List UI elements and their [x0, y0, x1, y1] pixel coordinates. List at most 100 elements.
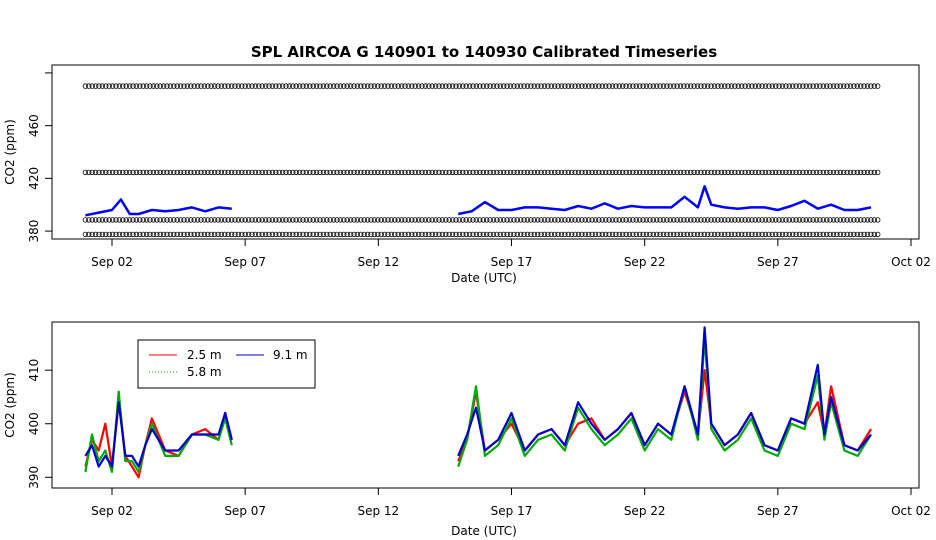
top-reference-marker	[640, 231, 646, 238]
top-reference-marker	[317, 231, 323, 238]
top-reference-marker	[279, 217, 286, 223]
top-reference-marker	[834, 83, 840, 89]
top-reference-marker	[266, 83, 272, 89]
top-reference-marker	[749, 231, 755, 238]
top-reference-marker	[677, 231, 684, 238]
top-reference-marker	[103, 83, 109, 89]
top-reference-marker	[514, 169, 520, 176]
top-reference-marker	[256, 231, 262, 238]
top-reference-marker	[358, 217, 364, 223]
top-reference-marker	[538, 231, 544, 238]
top-reference-marker	[337, 169, 344, 176]
top-reference-marker	[133, 231, 140, 238]
top-reference-marker	[596, 169, 602, 176]
top-reference-marker	[443, 217, 449, 223]
top-reference-marker	[262, 217, 269, 223]
top-reference-marker	[218, 169, 225, 176]
top-reference-marker	[684, 169, 690, 176]
top-reference-marker	[160, 217, 167, 223]
top-reference-marker	[337, 231, 344, 238]
top-reference-marker	[130, 169, 136, 176]
legend-label-5-8m: 5.8 m	[187, 365, 222, 379]
top-series-line	[457, 185, 872, 216]
top-reference-marker	[130, 217, 136, 223]
top-reference-marker	[252, 217, 259, 223]
top-reference-marker	[579, 83, 585, 89]
top-reference-marker	[235, 217, 242, 223]
top-reference-marker	[528, 83, 534, 89]
top-reference-marker	[609, 217, 616, 223]
top-reference-marker	[521, 217, 527, 223]
top-reference-marker	[582, 231, 588, 238]
bottom-y-axis-label: CO2 (ppm)	[3, 372, 17, 438]
legend-box	[137, 339, 316, 389]
top-reference-marker	[759, 83, 765, 89]
top-reference-marker	[603, 217, 609, 223]
top-x-tick-label: Sep 07	[224, 255, 266, 269]
top-reference-marker	[109, 231, 116, 238]
top-reference-marker	[657, 217, 663, 223]
top-reference-marker	[545, 231, 551, 238]
top-reference-marker	[786, 83, 792, 89]
top-reference-marker	[647, 83, 653, 89]
bottom-x-tick-label: Sep 17	[491, 504, 533, 518]
top-reference-marker	[218, 83, 225, 89]
top-reference-marker	[871, 83, 877, 89]
top-reference-marker	[310, 231, 316, 238]
top-reference-marker	[820, 83, 826, 89]
top-reference-marker	[371, 169, 378, 176]
top-reference-marker	[722, 231, 728, 238]
top-reference-marker	[824, 231, 830, 238]
top-reference-marker	[524, 231, 531, 238]
chart-title: SPL AIRCOA G 140901 to 140930 Calibrated…	[251, 43, 717, 61]
top-reference-marker	[824, 217, 830, 223]
top-reference-marker	[205, 169, 211, 176]
top-reference-marker	[545, 217, 551, 223]
top-reference-marker	[589, 169, 595, 176]
top-reference-marker	[147, 231, 153, 238]
top-reference-marker	[143, 217, 150, 223]
top-reference-marker	[558, 217, 565, 223]
top-reference-marker	[759, 217, 765, 223]
top-reference-marker	[711, 169, 718, 176]
top-reference-marker	[674, 169, 680, 176]
top-reference-marker	[739, 217, 745, 223]
top-reference-marker	[524, 217, 531, 223]
top-reference-marker	[174, 169, 180, 176]
top-reference-marker	[531, 83, 537, 89]
top-reference-marker	[793, 83, 799, 89]
top-reference-marker	[606, 217, 612, 223]
top-reference-marker	[249, 169, 255, 176]
top-reference-marker	[262, 169, 269, 176]
top-reference-marker	[562, 83, 568, 89]
top-reference-marker	[827, 169, 833, 176]
top-reference-marker	[184, 217, 191, 223]
top-reference-marker	[538, 83, 544, 89]
top-reference-marker	[694, 83, 701, 89]
top-reference-marker	[875, 83, 881, 89]
top-reference-marker	[715, 217, 721, 223]
top-reference-marker	[660, 217, 667, 223]
top-reference-marker	[484, 217, 490, 223]
top-reference-marker	[769, 83, 775, 89]
top-reference-marker	[150, 217, 157, 223]
top-reference-marker	[191, 83, 197, 89]
top-reference-marker	[871, 231, 877, 238]
top-reference-marker	[698, 217, 704, 223]
top-reference-marker	[171, 169, 177, 176]
bottom-x-tick-label: Sep 22	[624, 504, 666, 518]
top-reference-marker	[96, 231, 102, 238]
top-reference-marker	[317, 169, 323, 176]
top-reference-marker	[783, 217, 789, 223]
top-reference-marker	[817, 217, 823, 223]
top-reference-marker	[228, 169, 235, 176]
top-reference-marker	[511, 217, 517, 223]
top-reference-marker	[677, 169, 684, 176]
top-reference-marker	[466, 83, 473, 89]
top-reference-marker	[779, 83, 786, 89]
top-reference-marker	[837, 231, 843, 238]
top-reference-marker	[793, 217, 799, 223]
top-reference-marker	[745, 83, 752, 89]
top-reference-marker	[541, 83, 548, 89]
bottom-x-tick-label: Sep 12	[357, 504, 399, 518]
